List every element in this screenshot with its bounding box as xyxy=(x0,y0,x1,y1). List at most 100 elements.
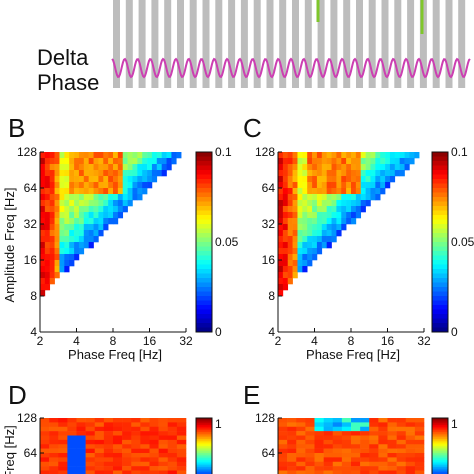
colorbar-segment xyxy=(432,228,448,234)
heatmap-cell xyxy=(69,194,75,201)
heatmap-cell xyxy=(44,194,51,201)
heatmap-cell xyxy=(323,453,334,458)
heatmap-cell xyxy=(282,158,289,165)
heatmap-cell xyxy=(59,200,65,207)
heatmap-cell xyxy=(336,158,342,165)
colorbar-segment xyxy=(196,437,212,440)
heatmap-cell xyxy=(132,188,138,195)
heatmap-cell xyxy=(378,431,388,436)
colorbar-segment xyxy=(196,435,212,438)
heatmap-cell xyxy=(127,164,133,171)
colorbar-segment xyxy=(196,224,212,229)
heatmap-cell xyxy=(316,194,323,201)
heatmap-cell xyxy=(108,182,114,189)
heatmap-cell xyxy=(365,170,371,177)
heatmap-cell xyxy=(44,212,51,219)
heatmap-cell xyxy=(316,212,323,219)
colorbar-segment xyxy=(432,423,448,426)
heatmap-cell xyxy=(132,194,138,201)
colorbar-segment xyxy=(196,305,212,310)
heatmap-cell xyxy=(341,152,347,159)
panel-e-colorbar: 1 xyxy=(431,417,458,474)
heatmap-cell xyxy=(58,435,68,441)
panel-letter-b: B xyxy=(8,113,25,143)
heatmap-cell xyxy=(326,236,332,243)
heatmap-cell xyxy=(69,218,75,225)
heatmap-cell xyxy=(76,470,86,474)
heatmap-cell xyxy=(321,242,327,249)
heatmap-cell xyxy=(140,422,150,428)
colorbar-segment xyxy=(196,439,212,442)
heatmap-cell xyxy=(375,188,381,195)
heatmap-cell xyxy=(64,164,70,171)
heatmap-cell xyxy=(287,254,293,261)
heatmap-cell xyxy=(314,461,324,467)
heatmap-cell xyxy=(64,242,70,249)
heatmap-cell xyxy=(305,444,315,449)
heatmap-cell xyxy=(296,453,306,458)
colorbar-segment xyxy=(196,444,212,447)
colorbar-segment xyxy=(196,440,212,443)
heatmap-cell xyxy=(282,248,289,255)
heatmap-cell xyxy=(44,152,51,159)
heatmap-cell xyxy=(140,461,150,467)
heatmap-cell xyxy=(44,200,51,207)
heatmap-cell xyxy=(149,457,159,463)
heatmap-cell xyxy=(378,461,388,467)
heatmap-cell xyxy=(312,236,318,243)
heatmap-cell xyxy=(74,170,80,177)
heatmap-cell xyxy=(69,212,75,219)
heatmap-cell xyxy=(414,444,425,449)
heatmap-cell xyxy=(326,188,332,195)
heatmap-cell xyxy=(321,176,327,183)
heatmap-cell xyxy=(351,444,361,449)
heatmap-cell xyxy=(346,212,352,219)
heatmap-cell xyxy=(355,182,362,189)
delta-phase-wave xyxy=(111,57,471,79)
heatmap-cell xyxy=(405,448,416,454)
heatmap-cell xyxy=(122,444,132,449)
heatmap-cell xyxy=(307,224,313,231)
heatmap-cell xyxy=(369,435,379,441)
colorbar-segment xyxy=(196,219,212,225)
heatmap-cell xyxy=(312,158,318,165)
heatmap-cell xyxy=(108,200,114,207)
heatmap-cell xyxy=(59,254,65,261)
heatmap-cell xyxy=(278,284,284,291)
phase-bar xyxy=(151,0,159,88)
colorbar-segment xyxy=(432,210,448,216)
heatmap-cell xyxy=(312,230,318,237)
colorbar-segment xyxy=(196,251,212,256)
heatmap-cell xyxy=(88,212,94,219)
heatmap-cell xyxy=(405,439,416,445)
heatmap-cell xyxy=(113,422,123,428)
heatmap-cell xyxy=(127,200,133,207)
heatmap-cell xyxy=(49,260,55,267)
heatmap-cell xyxy=(131,453,141,458)
heatmap-cell xyxy=(341,224,347,231)
heatmap-cell xyxy=(64,218,70,225)
heatmap-cell xyxy=(78,242,85,249)
heatmap-cell xyxy=(278,470,288,474)
heatmap-cell xyxy=(167,422,178,428)
heatmap-cell xyxy=(69,242,75,249)
heatmap-cell xyxy=(158,457,169,463)
heatmap-cell xyxy=(64,224,70,231)
heatmap-cell xyxy=(69,152,75,159)
heatmap-cell xyxy=(69,182,75,189)
heatmap-cell xyxy=(316,164,323,171)
heatmap-cell xyxy=(122,439,132,445)
heatmap-cell xyxy=(149,470,159,474)
heatmap-cell xyxy=(108,170,114,177)
heatmap-cell xyxy=(167,418,178,423)
heatmap-cell xyxy=(389,176,396,183)
heatmap-cell xyxy=(158,444,169,449)
heatmap-cell xyxy=(49,176,55,183)
heatmap-cell xyxy=(83,236,89,243)
heatmap-cell xyxy=(307,164,313,171)
heatmap-cell xyxy=(369,461,379,467)
heatmap-cell xyxy=(94,453,105,458)
heatmap-cell xyxy=(278,422,288,428)
heatmap-cell xyxy=(40,206,46,213)
heatmap-cell xyxy=(59,206,65,213)
